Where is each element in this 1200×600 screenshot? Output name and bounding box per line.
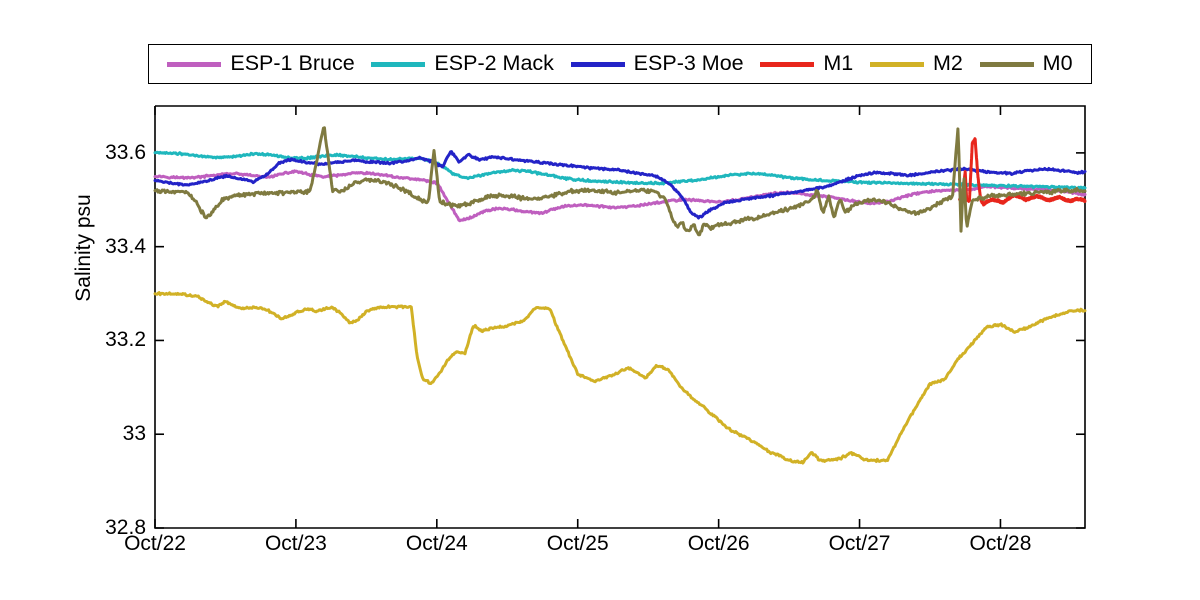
- legend-line-swatch: [167, 61, 222, 67]
- x-tick-label: Oct/25: [546, 532, 609, 555]
- legend-entry-label: M1: [823, 51, 854, 76]
- legend-entry-label: ESP-3 Moe: [633, 51, 744, 76]
- y-tick-label: 33.2: [105, 328, 146, 352]
- legend-entry[interactable]: ESP-3 Moe: [570, 51, 744, 76]
- legend-line-swatch: [870, 61, 925, 67]
- series-line: [153, 150, 1087, 191]
- series-line: [153, 126, 1087, 237]
- legend-entry[interactable]: M2: [870, 53, 963, 75]
- chart-legend: ESP-1 Bruce ESP-2 Mack ESP-3 Moe M1 M2 M0: [148, 44, 1092, 84]
- legend-entry-label: M2: [933, 51, 963, 76]
- legend-entry-label: ESP-1 Bruce: [230, 51, 355, 76]
- y-tick-label: 32.8: [105, 516, 146, 539]
- x-tick-label: Oct/27: [828, 532, 891, 555]
- y-tick-label: 33: [122, 422, 146, 446]
- legend-entry-label: M0: [1042, 51, 1073, 76]
- x-tick-label: Oct/24: [405, 532, 468, 555]
- y-tick-label: 33.4: [105, 234, 146, 258]
- x-tick-label: Oct/28: [969, 532, 1032, 555]
- legend-line-swatch: [760, 61, 815, 67]
- y-axis-ticks: 32.8 33 33.2 33.4 33.6: [72, 0, 146, 600]
- x-tick-label: Oct/22: [124, 532, 186, 555]
- legend-entry-label: ESP-2 Mack: [434, 51, 554, 76]
- legend-entry[interactable]: M0: [979, 51, 1073, 76]
- legend-line-swatch: [979, 61, 1034, 67]
- series-line: [153, 150, 1087, 220]
- legend-line-swatch: [570, 61, 625, 67]
- x-tick-label: Oct/23: [264, 532, 327, 555]
- legend-line-swatch: [371, 61, 426, 67]
- legend-entry[interactable]: M1: [760, 53, 853, 75]
- legend-entry[interactable]: ESP-1 Bruce: [167, 51, 355, 76]
- series-line: [153, 291, 1087, 465]
- series-line: [153, 169, 1087, 223]
- x-tick-label: Oct/26: [687, 532, 750, 555]
- legend-entry[interactable]: ESP-2 Mack: [371, 51, 554, 76]
- y-tick-label: 33.6: [105, 140, 146, 164]
